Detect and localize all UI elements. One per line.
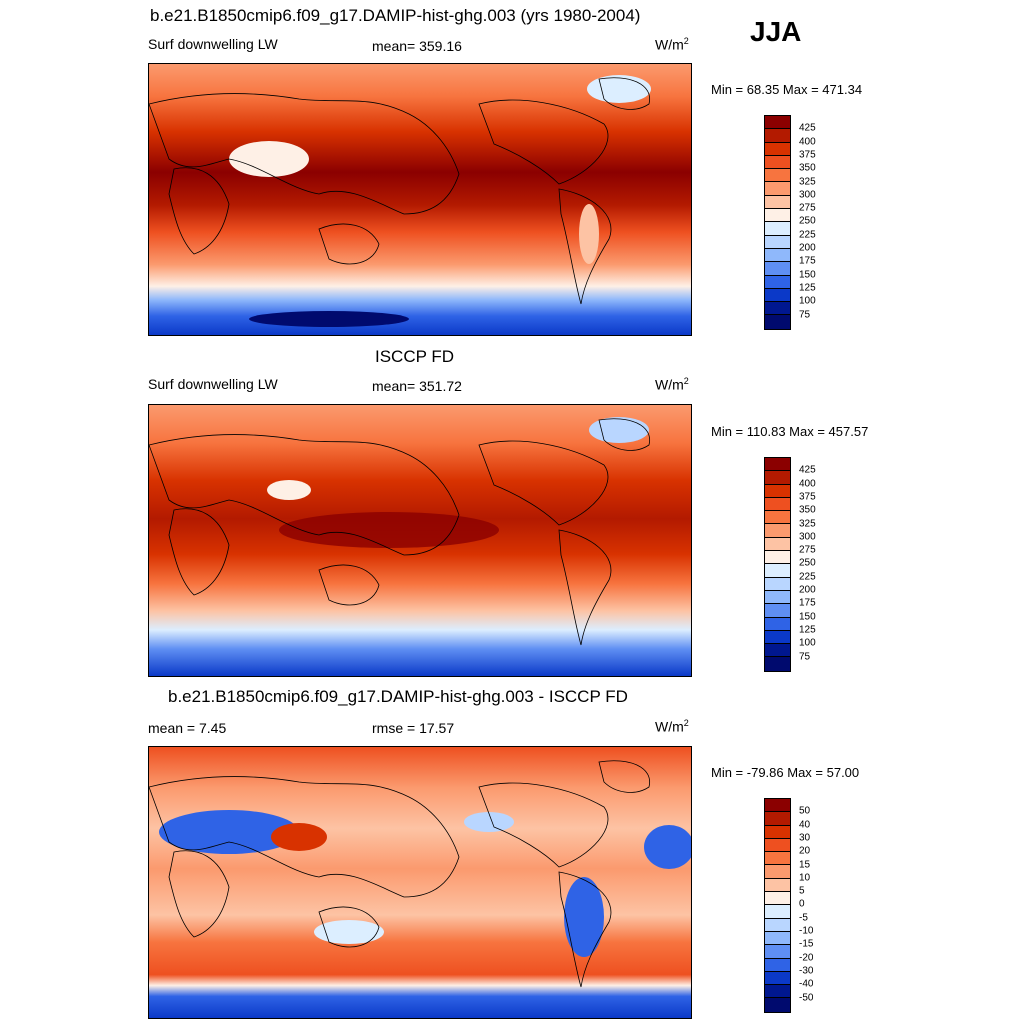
cb3-label: 30	[799, 832, 811, 844]
cb1-label: 150	[799, 269, 816, 281]
panel-2-map	[148, 404, 692, 677]
panel-3-units: W/m2	[655, 718, 689, 735]
cb2-label: 200	[799, 584, 816, 596]
cb1-label: 75	[799, 309, 811, 320]
cb3-label: -50	[799, 992, 814, 1003]
cb3-label: -5	[799, 912, 808, 924]
panel-3-asia-negative	[159, 810, 299, 854]
cb2-label: 400	[799, 478, 816, 490]
cb2-label: 225	[799, 571, 816, 583]
panel-2-colorbar	[764, 457, 791, 672]
cb1-label: 400	[799, 136, 816, 148]
cb1-label: 250	[799, 215, 816, 227]
panel-2-tibet-anomaly	[267, 480, 311, 500]
panel-3-mean-label: mean = 7.45	[148, 720, 227, 736]
cb2-label: 275	[799, 544, 816, 556]
cb1-label: 125	[799, 282, 816, 294]
panel-3-coastlines	[149, 760, 650, 988]
cb3-label: -15	[799, 938, 814, 950]
cb1-label: 100	[799, 295, 816, 307]
panel-3-rmse-label: rmse = 17.57	[372, 720, 455, 736]
panel-3-southamerica-negative	[564, 877, 604, 957]
panel-3-atlantic-negative	[644, 825, 691, 869]
panel-1-units: W/m2	[655, 36, 689, 53]
cb1-label: 425	[799, 122, 816, 134]
panel-2-units: W/m2	[655, 376, 689, 393]
cb3-label: 20	[799, 845, 811, 857]
cb1-label: 200	[799, 242, 816, 254]
cb3-label: 40	[799, 819, 811, 831]
panel-1-map	[148, 63, 692, 336]
panel-1-min-max: Min = 68.35 Max = 471.34	[711, 82, 863, 97]
cb1-label: 375	[799, 149, 816, 161]
cb2-label: 250	[799, 557, 816, 569]
cb3-label: -20	[799, 952, 814, 964]
cb2-label: 325	[799, 518, 816, 529]
panel-3-title: b.e21.B1850cmip6.f09_g17.DAMIP-hist-ghg.…	[168, 687, 628, 706]
cb3-label: 10	[799, 872, 811, 884]
cb1-label: 175	[799, 255, 816, 267]
panel-2-title: ISCCP FD	[375, 347, 455, 366]
cb3-label: -30	[799, 965, 814, 977]
panel-1-antarctic-low	[249, 311, 409, 327]
panel-1-greenland-anomaly	[587, 75, 651, 103]
cb3-label: -10	[799, 925, 814, 937]
panel-1-variable-label: Surf downwelling LW	[148, 36, 278, 52]
panel-2-variable-label: Surf downwelling LW	[148, 376, 278, 392]
panel-3-australia-negative	[314, 920, 384, 944]
panel-1-colorbar	[764, 115, 791, 330]
panel-2-coastlines	[149, 418, 650, 646]
cb2-label: 75	[799, 651, 811, 662]
cb1-label: 300	[799, 189, 816, 201]
cb2-label: 125	[799, 624, 816, 636]
panel-3-pacific-negative	[464, 812, 514, 832]
panel-1-mean-label: mean= 359.16	[372, 38, 462, 54]
panel-3-min-max: Min = -79.86 Max = 57.00	[711, 765, 860, 780]
cb2-label: 300	[799, 531, 816, 543]
panel-1-andes-anomaly	[579, 204, 599, 264]
cb1-label: 350	[799, 162, 816, 174]
panel-3-colorbar	[764, 798, 791, 1013]
cb1-label: 275	[799, 202, 816, 214]
cb1-label: 225	[799, 229, 816, 241]
season-label: JJA	[750, 16, 802, 47]
panel-2-warm-pool	[279, 512, 499, 548]
cb3-label: -40	[799, 978, 814, 990]
panel-3-map	[148, 746, 692, 1019]
panel-1-tibet-anomaly	[229, 141, 309, 177]
cb3-label: 15	[799, 859, 811, 870]
cb3-label: 5	[799, 885, 805, 897]
cb2-label: 350	[799, 504, 816, 516]
cb2-label: 175	[799, 597, 816, 609]
panel-2-mean-label: mean= 351.72	[372, 378, 462, 394]
cb2-label: 100	[799, 637, 816, 649]
cb1-label: 325	[799, 176, 816, 187]
cb3-label: 50	[799, 805, 811, 817]
panel-2-min-max: Min = 110.83 Max = 457.57	[711, 424, 869, 439]
panel-2-greenland-anomaly	[589, 417, 649, 443]
panel-1-title: b.e21.B1850cmip6.f09_g17.DAMIP-hist-ghg.…	[150, 6, 641, 25]
panel-1-coastlines	[149, 77, 650, 305]
panel-3-tibet-positive	[271, 823, 327, 851]
cb2-label: 375	[799, 491, 816, 503]
cb2-label: 425	[799, 464, 816, 476]
cb2-label: 150	[799, 611, 816, 623]
cb3-label: 0	[799, 898, 805, 910]
